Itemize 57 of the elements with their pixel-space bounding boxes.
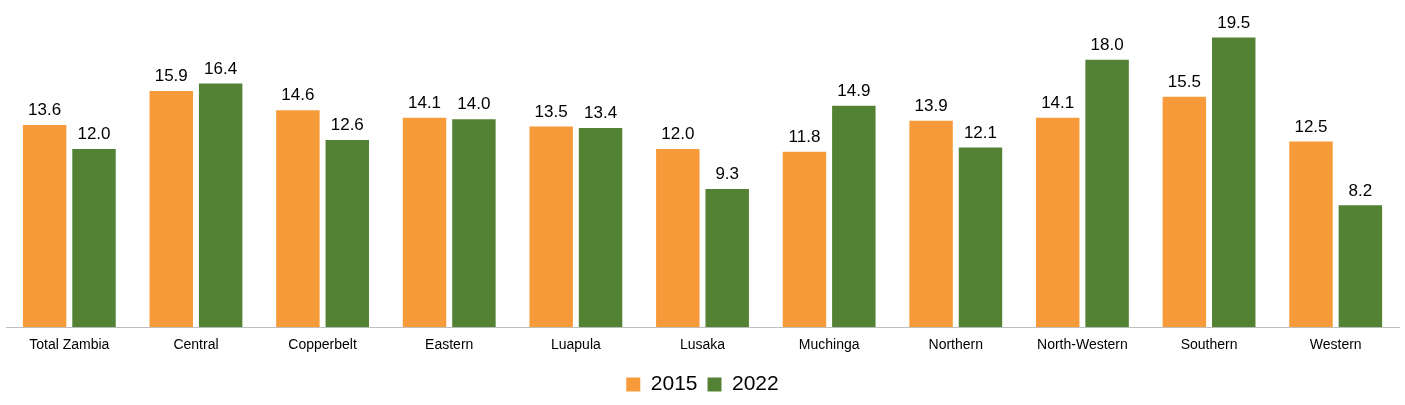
data-label: 14.6: [281, 85, 315, 105]
data-label: 14.9: [837, 80, 871, 100]
bar: [909, 120, 953, 328]
x-tick-label: Luapula: [550, 336, 601, 353]
bar: [452, 119, 496, 328]
data-label: 8.2: [1348, 180, 1373, 200]
data-label: 13.4: [584, 103, 618, 123]
bar: [22, 125, 67, 328]
data-label: 11.8: [788, 127, 821, 147]
bar: [1162, 96, 1207, 328]
data-label: 13.6: [28, 100, 62, 120]
bar: [1085, 59, 1129, 328]
data-label: 14.1: [407, 92, 442, 112]
data-label: 16.4: [204, 58, 238, 78]
x-tick-label: Lusaka: [679, 336, 726, 353]
bar: [656, 148, 700, 328]
data-label: 13.9: [914, 95, 948, 115]
data-label: 13.5: [534, 101, 568, 121]
bar: [1212, 37, 1256, 328]
bar: [1289, 141, 1333, 328]
bar: [529, 126, 573, 328]
bar: [1338, 205, 1383, 328]
bar: [782, 151, 827, 328]
bar: [958, 147, 1003, 328]
x-tick-label: Total Zambia: [29, 336, 110, 353]
legend-label: 2022: [732, 371, 779, 395]
x-tick-label: Eastern: [425, 336, 474, 353]
data-label: 9.3: [715, 164, 740, 184]
data-label: 18.0: [1090, 34, 1124, 54]
data-label: 14.0: [457, 94, 491, 114]
data-label: 12.1: [963, 122, 998, 142]
bar: [1035, 117, 1080, 328]
data-label: 14.1: [1041, 92, 1075, 112]
data-label: 19.5: [1217, 12, 1251, 32]
bar: [402, 117, 447, 328]
bar: [276, 110, 320, 328]
data-label: 15.9: [154, 66, 188, 86]
x-tick-label: Western: [1309, 336, 1362, 353]
x-tick-label: North-Western: [1037, 336, 1128, 353]
x-tick-label: Copperbelt: [288, 336, 357, 353]
data-label: 12.5: [1294, 116, 1328, 136]
x-tick-label: Central: [173, 336, 219, 353]
data-label: 12.0: [77, 124, 111, 144]
bar: [325, 139, 370, 328]
legend-label: 2015: [650, 371, 698, 395]
data-label: 15.5: [1167, 72, 1201, 92]
x-tick-label: Southern: [1180, 336, 1238, 353]
data-label: 12.0: [661, 124, 695, 144]
bar: [578, 128, 623, 328]
x-tick-label: Muchinga: [798, 336, 860, 353]
bar: [198, 83, 243, 328]
bar: [705, 189, 749, 328]
x-tick-label: Northern: [928, 336, 984, 353]
bar: [149, 90, 193, 328]
bar: [72, 148, 116, 328]
bar: [832, 105, 876, 328]
data-label: 12.6: [330, 115, 364, 135]
